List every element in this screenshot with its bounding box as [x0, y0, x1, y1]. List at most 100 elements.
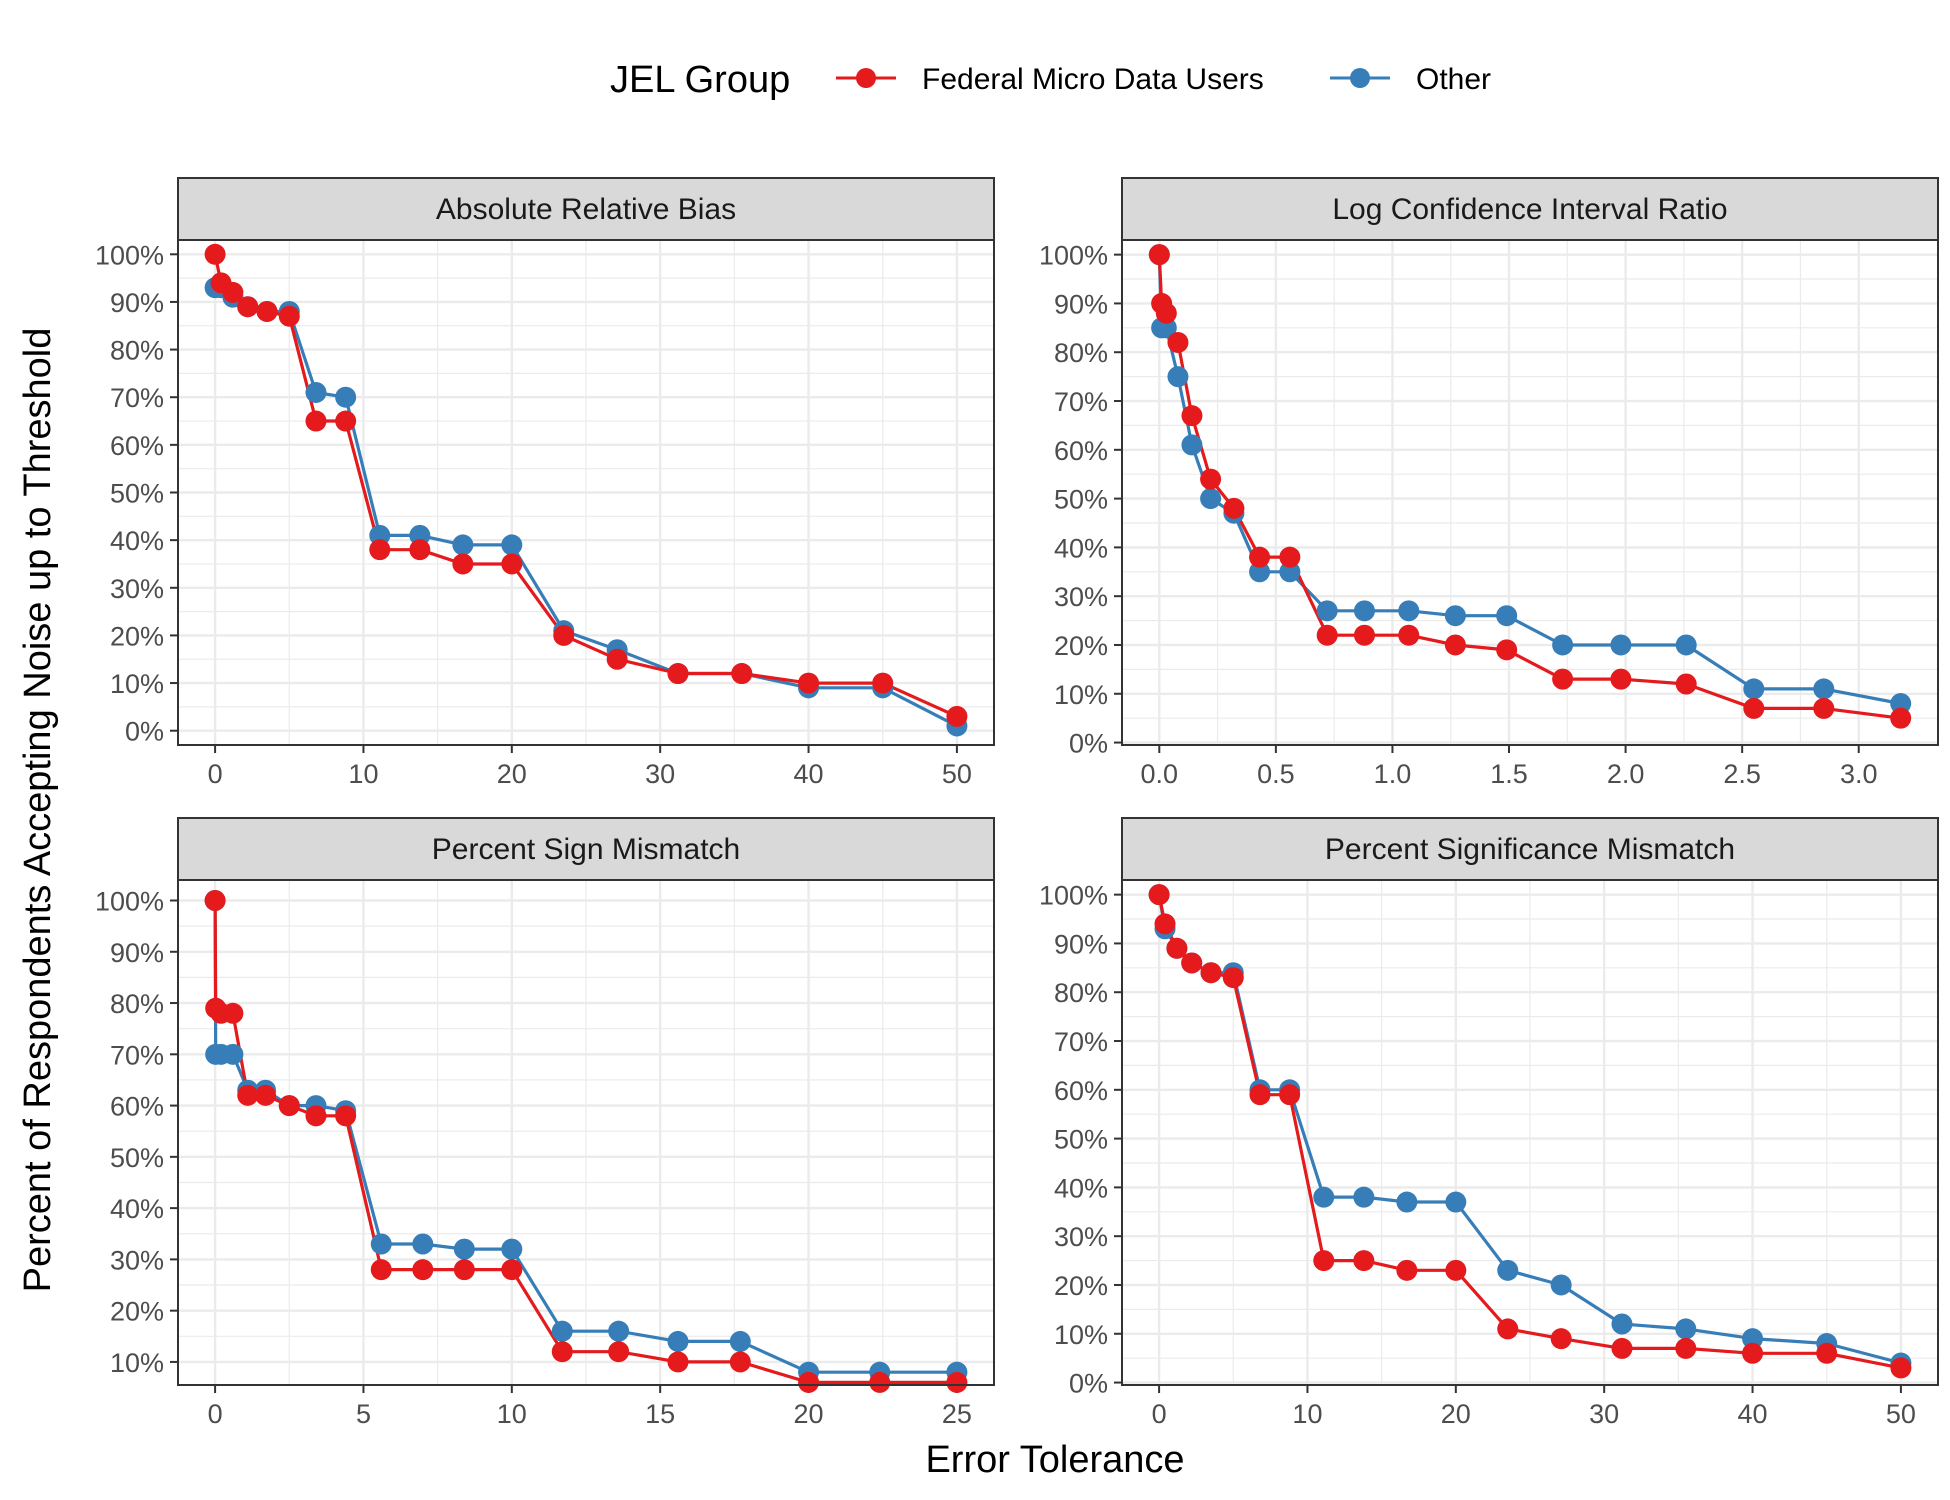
y-tick-label: 20%	[110, 1297, 164, 1327]
facet-strip	[1121, 177, 1939, 241]
data-point-other	[222, 1043, 244, 1065]
y-tick-label: 100%	[1039, 241, 1108, 271]
data-point-federal-micro-data-users	[278, 1095, 300, 1117]
y-tick-label: 10%	[110, 669, 164, 699]
y-tick-label: 10%	[110, 1348, 164, 1378]
x-tick-label: 1.0	[1374, 759, 1412, 789]
data-point-other	[1550, 1274, 1572, 1296]
data-point-other	[1313, 1186, 1335, 1208]
legend-label-federal: Federal Micro Data Users	[922, 63, 1264, 96]
data-point-federal-micro-data-users	[1166, 937, 1188, 959]
y-tick-label: 90%	[1054, 289, 1108, 319]
data-point-other	[1181, 434, 1203, 456]
data-point-federal-micro-data-users	[222, 281, 244, 303]
y-tick-label: 20%	[110, 621, 164, 651]
series-line-federal-micro-data-users	[1157, 254, 1901, 720]
x-tick-label: 50	[942, 759, 972, 789]
data-point-federal-micro-data-users	[409, 539, 431, 561]
y-tick-label: 100%	[1039, 881, 1108, 911]
y-tick-label: 80%	[110, 336, 164, 366]
x-tick-label: 3.0	[1840, 759, 1878, 789]
data-point-federal-micro-data-users	[1675, 673, 1697, 695]
facet-panel-1: Absolute Relative Bias 0 10 20 30 40 50 0% 10% 20…	[95, 177, 995, 789]
data-point-federal-micro-data-users	[869, 1371, 891, 1393]
data-point-other	[1167, 366, 1189, 388]
y-tick-label: 90%	[110, 938, 164, 968]
data-point-federal-micro-data-users	[1497, 1318, 1519, 1340]
data-point-federal-micro-data-users	[222, 1002, 244, 1024]
y-tick-label: 100%	[95, 887, 164, 917]
data-point-federal-micro-data-users	[729, 1351, 751, 1373]
data-point-other	[453, 1238, 475, 1260]
y-tick-label: 30%	[1054, 582, 1108, 612]
data-point-other	[305, 381, 327, 403]
x-axis-title: Error Tolerance	[925, 1439, 1184, 1481]
legend-entry-other: Other	[1330, 63, 1491, 96]
y-tick-label: 100%	[95, 240, 164, 270]
data-point-federal-micro-data-users	[204, 890, 226, 912]
data-point-federal-micro-data-users	[1890, 1357, 1912, 1379]
data-point-federal-micro-data-users	[1200, 468, 1222, 490]
data-point-other	[729, 1330, 751, 1352]
y-tick-label: 30%	[110, 574, 164, 604]
legend-key-point-other	[1350, 68, 1370, 88]
data-point-federal-micro-data-users	[667, 1351, 689, 1373]
y-tick-label: 30%	[110, 1245, 164, 1275]
data-point-federal-micro-data-users	[204, 243, 226, 265]
x-tick-label: 5	[356, 1399, 371, 1429]
data-point-federal-micro-data-users	[946, 1371, 968, 1393]
data-point-other	[1200, 488, 1222, 510]
y-tick-label: 80%	[1054, 978, 1108, 1008]
data-point-federal-micro-data-users	[1249, 546, 1271, 568]
data-point-federal-micro-data-users	[1154, 913, 1176, 935]
y-tick-label: 70%	[110, 1040, 164, 1070]
data-point-other	[1396, 1191, 1418, 1213]
data-point-federal-micro-data-users	[1396, 1259, 1418, 1281]
data-point-other	[501, 534, 523, 556]
legend-entry-federal: Federal Micro Data Users	[836, 63, 1264, 96]
y-tick-label: 70%	[1054, 387, 1108, 417]
data-point-other	[1552, 634, 1574, 656]
data-point-federal-micro-data-users	[1550, 1328, 1572, 1350]
facet-title: Log Confidence Interval Ratio	[1332, 193, 1727, 226]
x-tick-label: 20	[1441, 1399, 1471, 1429]
data-point-other	[1675, 634, 1697, 656]
y-tick-label: 40%	[1054, 533, 1108, 563]
x-tick-label: 30	[645, 759, 675, 789]
data-point-federal-micro-data-users	[278, 305, 300, 327]
y-tick-label: 60%	[110, 431, 164, 461]
data-point-federal-micro-data-users	[237, 296, 259, 318]
data-point-federal-micro-data-users	[452, 553, 474, 575]
series-line-other	[1157, 254, 1901, 706]
data-point-other	[1353, 600, 1375, 622]
data-point-federal-micro-data-users	[1223, 497, 1245, 519]
y-tick-label: 20%	[1054, 1271, 1108, 1301]
data-point-other	[335, 386, 357, 408]
data-point-federal-micro-data-users	[369, 539, 391, 561]
x-tick-label: 0.5	[1257, 759, 1295, 789]
data-point-federal-micro-data-users	[501, 553, 523, 575]
data-point-federal-micro-data-users	[1398, 624, 1420, 646]
facet-panel-2: Log Confidence Interval Ratio 0.0 0.5 1.0 1.…	[1039, 177, 1939, 789]
y-tick-label: 40%	[110, 1194, 164, 1224]
data-point-federal-micro-data-users	[370, 1259, 392, 1281]
data-point-federal-micro-data-users	[1610, 668, 1632, 690]
data-point-federal-micro-data-users	[1181, 952, 1203, 974]
data-point-federal-micro-data-users	[1353, 624, 1375, 646]
y-tick-label: 70%	[110, 383, 164, 413]
y-tick-label: 60%	[1054, 1076, 1108, 1106]
data-point-federal-micro-data-users	[1249, 1084, 1271, 1106]
data-point-other	[608, 1320, 630, 1342]
data-point-federal-micro-data-users	[1279, 546, 1301, 568]
data-point-federal-micro-data-users	[1316, 624, 1338, 646]
y-tick-label: 60%	[110, 1092, 164, 1122]
data-point-federal-micro-data-users	[1743, 697, 1765, 719]
data-point-federal-micro-data-users	[1181, 405, 1203, 427]
data-point-other	[501, 1238, 523, 1260]
data-point-federal-micro-data-users	[1200, 962, 1222, 984]
data-point-federal-micro-data-users	[1496, 639, 1518, 661]
y-tick-label: 10%	[1054, 1320, 1108, 1350]
x-tick-label: 30	[1589, 1399, 1619, 1429]
data-point-other	[1743, 678, 1765, 700]
data-point-other	[1813, 678, 1835, 700]
